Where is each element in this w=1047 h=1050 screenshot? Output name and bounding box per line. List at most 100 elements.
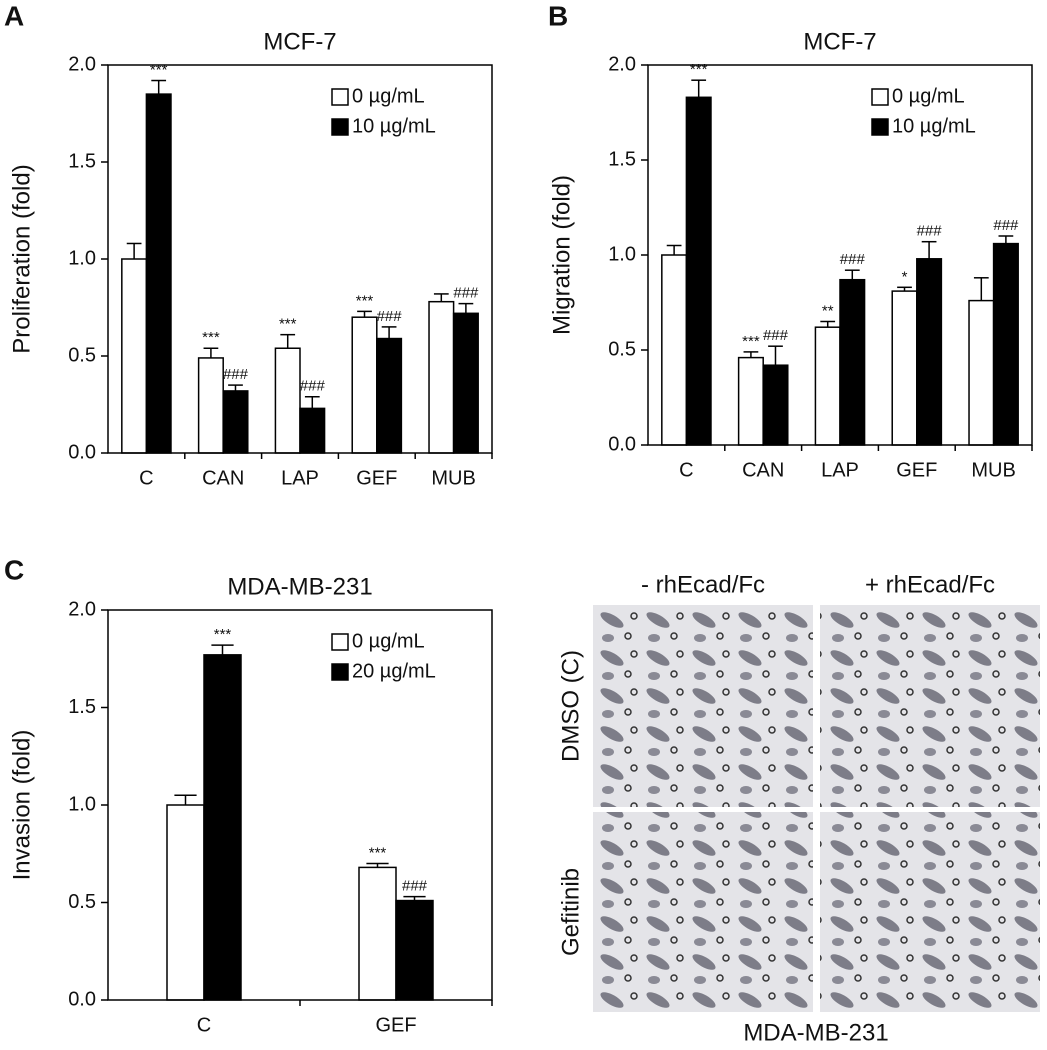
significance: **: [822, 302, 834, 319]
y-tick-label: 1.0: [68, 793, 96, 815]
bar: [968, 299, 995, 446]
bar: [121, 258, 148, 454]
significance: ###: [763, 327, 789, 344]
y-axis-label: Migration (fold): [548, 175, 575, 335]
x-tick-label: LAP: [281, 467, 319, 489]
x-tick-label: C: [679, 459, 693, 481]
plot-frame: [107, 609, 493, 1001]
significance: ***: [202, 329, 220, 346]
legend-swatch: [871, 88, 889, 106]
bar: [376, 337, 403, 454]
micrograph-panel: - rhEcad/Fc + rhEcad/Fc DMSO (C) Gefitin…: [557, 571, 1040, 1046]
significance: ###: [402, 878, 428, 895]
y-tick-label: 0.5: [608, 338, 636, 360]
column-label: + rhEcad/Fc: [865, 571, 995, 598]
plot-frame: [107, 64, 493, 454]
row-label: Gefitinib: [557, 868, 584, 956]
bar: [891, 290, 918, 446]
bar: [395, 899, 434, 1001]
caption: MDA-MB-231: [743, 1019, 888, 1046]
bar: [916, 258, 943, 446]
legend-label: 10 µg/mL: [352, 115, 436, 137]
y-tick-label: 0.5: [68, 344, 96, 366]
y-tick-label: 0.5: [68, 891, 96, 913]
legend-label: 0 µg/mL: [892, 85, 965, 107]
legend-swatch: [331, 118, 349, 136]
significance: ***: [150, 61, 168, 78]
y-tick-label: 1.5: [68, 696, 96, 718]
legend-swatch: [871, 118, 889, 136]
bar: [351, 316, 378, 454]
micrograph: [593, 605, 813, 807]
x-tick-label: MUB: [431, 467, 475, 489]
y-axis-label: Invasion (fold): [8, 730, 35, 881]
significance: ***: [369, 844, 387, 861]
x-tick-label: MUB: [971, 459, 1015, 481]
bar: [203, 654, 242, 1001]
bar: [358, 866, 397, 1001]
bar: [737, 356, 764, 446]
x-tick-label: LAP: [821, 459, 859, 481]
legend-swatch: [331, 633, 349, 651]
x-tick-label: GEF: [356, 467, 397, 489]
panel-letter: A: [4, 0, 24, 31]
micrograph: [820, 605, 1040, 807]
bar: [452, 312, 479, 454]
significance: ###: [223, 366, 249, 383]
x-tick-label: GEF: [375, 1014, 416, 1036]
y-tick-label: 1.5: [68, 150, 96, 172]
significance: ###: [453, 285, 479, 302]
y-axis-label: Proliferation (fold): [8, 164, 35, 353]
micrograph: [593, 812, 813, 1012]
y-tick-label: 2.0: [68, 53, 96, 75]
legend-swatch: [331, 663, 349, 681]
bar: [145, 93, 172, 454]
y-tick-label: 1.0: [68, 247, 96, 269]
significance: ###: [917, 223, 943, 240]
plot-frame: [647, 64, 1033, 446]
significance: ###: [300, 378, 326, 395]
panel-letter: B: [548, 0, 568, 31]
significance: ***: [356, 292, 374, 309]
significance: ###: [840, 251, 866, 268]
y-tick-label: 2.0: [68, 598, 96, 620]
significance: *: [902, 268, 908, 285]
x-tick-label: C: [139, 467, 153, 489]
row-label: DMSO (C): [557, 650, 584, 762]
chart-title: MCF-7: [803, 28, 876, 55]
x-tick-label: CAN: [202, 467, 244, 489]
column-label: - rhEcad/Fc: [641, 571, 765, 598]
x-tick-label: C: [197, 1014, 211, 1036]
bar: [814, 326, 841, 446]
x-tick-label: GEF: [896, 459, 937, 481]
y-tick-label: 0.0: [68, 441, 96, 463]
y-tick-label: 1.0: [608, 243, 636, 265]
y-tick-label: 0.0: [68, 988, 96, 1010]
significance: ###: [993, 217, 1019, 234]
bar: [428, 300, 455, 454]
y-tick-label: 0.0: [608, 433, 636, 455]
chart-title: MDA-MB-231: [227, 573, 372, 600]
legend-swatch: [331, 88, 349, 106]
bar: [685, 96, 712, 446]
bar: [166, 804, 205, 1001]
bar: [222, 390, 249, 454]
panel-letter: C: [4, 554, 24, 585]
micrograph: [820, 812, 1040, 1012]
significance: ***: [742, 333, 760, 350]
legend-label: 10 µg/mL: [892, 115, 976, 137]
significance: ***: [279, 316, 297, 333]
bar: [661, 254, 688, 446]
x-tick-label: CAN: [742, 459, 784, 481]
y-tick-label: 2.0: [608, 53, 636, 75]
significance: ###: [377, 308, 403, 325]
legend-label: 20 µg/mL: [352, 660, 436, 682]
bar: [992, 242, 1019, 446]
significance: ***: [690, 61, 708, 78]
y-tick-label: 1.5: [608, 148, 636, 170]
bar: [839, 278, 866, 446]
significance: ***: [214, 626, 232, 643]
bar: [299, 407, 326, 454]
bar: [274, 347, 301, 454]
